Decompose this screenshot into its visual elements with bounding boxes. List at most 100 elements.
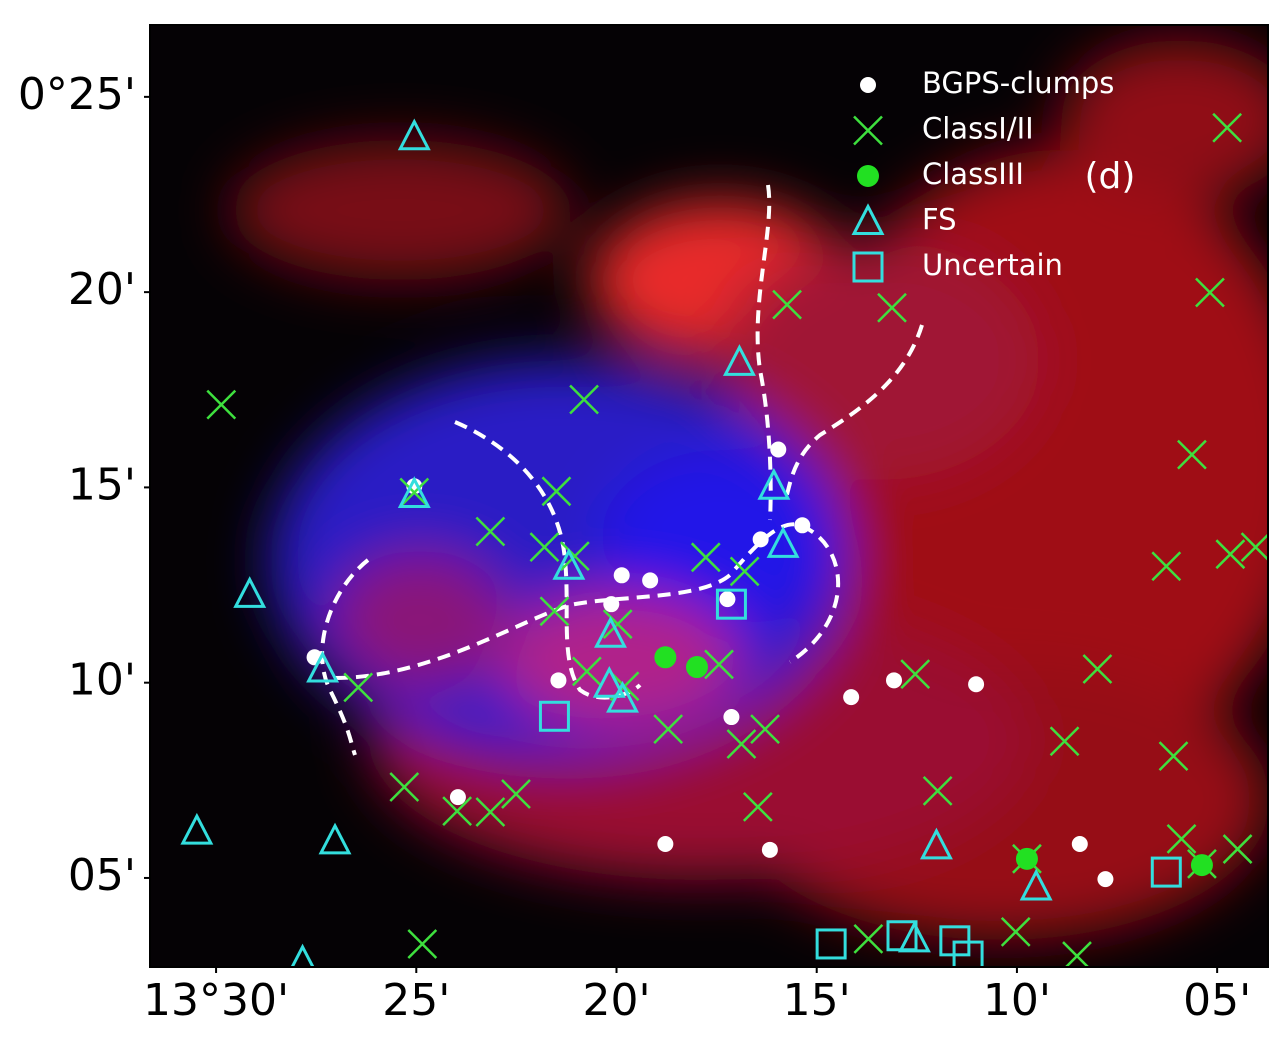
class12-marker: [389, 772, 420, 802]
legend-marker: [852, 251, 884, 283]
uncertain-marker: [815, 928, 847, 960]
fs-marker: [318, 822, 352, 855]
y-tick-label: 15': [68, 459, 136, 510]
fs-marker: [397, 476, 431, 508]
class12-marker: [704, 649, 734, 680]
y-tick-label: 10': [68, 655, 136, 706]
panel-label: (d): [1085, 156, 1136, 197]
legend-label: BGPS-clumps: [922, 66, 1114, 100]
class12-marker: [726, 729, 757, 759]
legend-marker: [853, 115, 883, 146]
x-tick-label: 05': [1183, 975, 1251, 1026]
class12-marker: [559, 541, 590, 572]
clump-marker: [968, 676, 985, 693]
class3-marker: [685, 656, 708, 679]
class12-marker: [1151, 551, 1182, 582]
plot-frame: [149, 24, 1269, 968]
class12-marker: [501, 779, 531, 809]
uncertain-marker: [952, 940, 984, 967]
class12-marker: [569, 384, 599, 415]
class12-marker: [729, 556, 760, 587]
clump-marker: [449, 789, 466, 806]
class12-marker: [1082, 654, 1113, 684]
x-tick-label: 13°30': [143, 975, 289, 1026]
class12-marker: [922, 775, 953, 806]
y-tick-label: 05': [68, 850, 136, 901]
uncertain-marker: [1150, 856, 1182, 888]
class12-marker: [772, 289, 802, 320]
uncertain-marker: [538, 700, 570, 732]
class12-marker: [1000, 916, 1031, 947]
class12-marker: [571, 656, 602, 687]
fs-marker: [594, 615, 627, 648]
legend-marker: [851, 203, 885, 235]
clump-marker: [657, 835, 674, 852]
clump-marker: [885, 672, 902, 689]
class12-marker: [602, 609, 633, 639]
fs-marker: [919, 827, 953, 860]
clump-marker: [723, 709, 740, 726]
class12-marker: [1049, 726, 1080, 757]
class12-marker: [343, 672, 374, 703]
sky-map: [150, 25, 1268, 967]
fs-marker: [722, 344, 756, 376]
y-tick-label: 0°25': [18, 69, 136, 120]
class12-marker: [742, 791, 773, 822]
class12-marker: [475, 516, 506, 547]
class12-marker: [1212, 112, 1243, 143]
fs-marker: [233, 576, 267, 608]
class12-marker: [853, 923, 884, 954]
class3-marker: [654, 646, 677, 669]
class12-marker: [653, 714, 684, 745]
class12-marker: [877, 292, 907, 323]
class12-marker: [206, 389, 237, 420]
legend-label: ClassI/II: [922, 112, 1034, 146]
fs-marker: [766, 526, 800, 558]
fs-marker: [306, 650, 340, 683]
legend: BGPS-clumps ClassI/II ClassIII FS Uncertain: [851, 66, 1114, 283]
clump-marker: [761, 841, 778, 858]
clump-marker: [843, 689, 860, 706]
y-tick-label: 20': [68, 264, 136, 315]
clump-marker: [719, 591, 736, 608]
x-tick-label: 25': [382, 975, 450, 1026]
legend-marker: [857, 165, 879, 187]
class12-marker: [475, 797, 506, 827]
fs-marker: [397, 118, 431, 151]
class12-marker: [1215, 539, 1246, 570]
class12-marker: [1240, 532, 1268, 563]
class12-marker: [1166, 824, 1197, 854]
x-tick-label: 10': [983, 975, 1051, 1026]
class12-marker: [541, 476, 572, 507]
class12-marker: [399, 477, 430, 508]
clump-marker: [794, 517, 811, 534]
class12-marker: [900, 659, 931, 689]
class3-marker: [1190, 854, 1213, 877]
clump-marker: [752, 531, 769, 548]
class12-marker: [407, 929, 438, 959]
legend-label: ClassIII: [922, 157, 1024, 191]
class3-marker: [1015, 847, 1038, 870]
clump-marker: [770, 441, 787, 458]
class12-marker: [1195, 277, 1225, 308]
clump-marker: [1097, 871, 1114, 888]
fs-marker: [606, 680, 639, 713]
legend-marker: [860, 77, 876, 93]
class12-marker: [1222, 834, 1253, 864]
class12-marker: [539, 596, 570, 627]
fs-marker: [290, 943, 315, 967]
clump-marker: [1071, 835, 1088, 852]
legend-label: Uncertain: [922, 248, 1063, 282]
fs-marker: [592, 665, 626, 698]
fs-marker: [1019, 868, 1053, 901]
clump-marker: [642, 572, 659, 589]
class12-marker: [442, 796, 473, 827]
fs-marker: [552, 548, 586, 580]
x-tick-label: 15': [783, 975, 851, 1026]
class12-marker: [750, 714, 780, 745]
class12-marker: [690, 542, 721, 573]
fs-marker: [757, 467, 791, 500]
markers: [180, 112, 1268, 967]
clump-marker: [613, 567, 630, 584]
